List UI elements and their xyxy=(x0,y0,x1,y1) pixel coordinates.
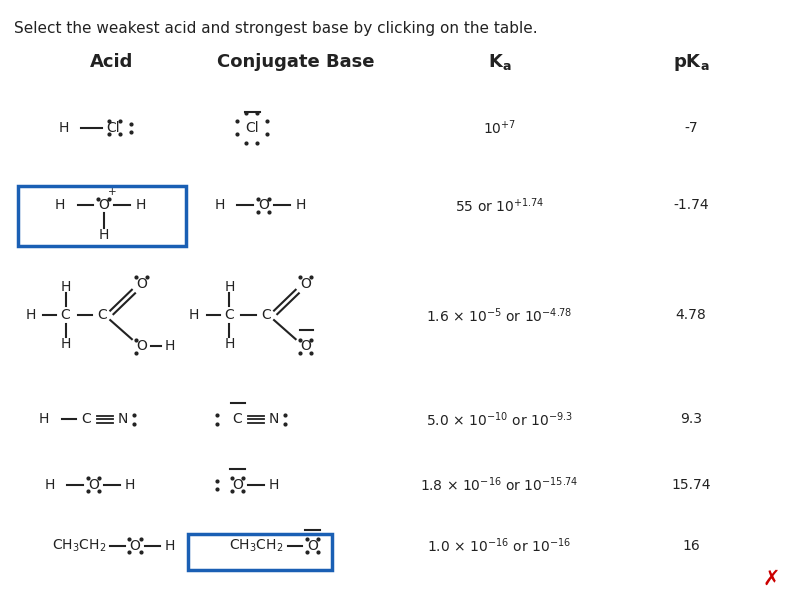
Text: Cl: Cl xyxy=(244,121,259,135)
Text: 1.6 × 10$^{-5}$ or 10$^{-4.78}$: 1.6 × 10$^{-5}$ or 10$^{-4.78}$ xyxy=(427,306,572,325)
Text: Select the weakest acid and strongest base by clicking on the table.: Select the weakest acid and strongest ba… xyxy=(14,21,538,36)
Text: H: H xyxy=(45,478,54,492)
Text: H: H xyxy=(165,339,175,353)
Text: H: H xyxy=(215,198,225,212)
Text: 5.0 × 10$^{-10}$ or 10$^{-9.3}$: 5.0 × 10$^{-10}$ or 10$^{-9.3}$ xyxy=(426,410,573,429)
Text: N: N xyxy=(269,412,279,427)
Text: H: H xyxy=(26,308,35,322)
Text: O: O xyxy=(300,339,311,353)
Text: C: C xyxy=(261,308,271,322)
Text: C: C xyxy=(61,308,70,322)
Text: N: N xyxy=(118,412,128,427)
Text: +: + xyxy=(108,187,116,196)
Text: O: O xyxy=(98,198,109,212)
Text: H: H xyxy=(189,308,199,322)
Text: C: C xyxy=(233,412,242,427)
Text: 10$^{+7}$: 10$^{+7}$ xyxy=(483,118,516,137)
Text: -7: -7 xyxy=(684,121,698,135)
Text: O: O xyxy=(129,538,141,553)
Text: H: H xyxy=(99,228,109,242)
Text: H: H xyxy=(269,478,279,492)
Text: H: H xyxy=(136,198,145,212)
Text: H: H xyxy=(225,280,234,294)
Text: H: H xyxy=(61,280,70,294)
Text: H: H xyxy=(165,538,175,553)
Text: H: H xyxy=(125,478,135,492)
Text: H: H xyxy=(59,121,69,135)
Text: 55 or 10$^{+1.74}$: 55 or 10$^{+1.74}$ xyxy=(455,196,544,215)
Text: O: O xyxy=(136,277,147,291)
Text: CH$_3$CH$_2$: CH$_3$CH$_2$ xyxy=(229,537,284,554)
Text: C: C xyxy=(81,412,91,427)
Text: O: O xyxy=(232,478,243,492)
Text: O: O xyxy=(307,538,318,553)
Text: CH$_3$CH$_2$: CH$_3$CH$_2$ xyxy=(52,537,106,554)
Text: C: C xyxy=(97,308,107,322)
Text: K$_\mathregular{a}$: K$_\mathregular{a}$ xyxy=(487,52,511,73)
Text: ✗: ✗ xyxy=(762,568,780,588)
Text: 9.3: 9.3 xyxy=(680,412,702,427)
Text: Cl: Cl xyxy=(106,121,121,135)
Text: 15.74: 15.74 xyxy=(671,478,711,492)
Text: H: H xyxy=(39,412,49,427)
Text: C: C xyxy=(225,308,234,322)
Text: O: O xyxy=(136,339,147,353)
Text: 1.8 × 10$^{-16}$ or 10$^{-15.74}$: 1.8 × 10$^{-16}$ or 10$^{-15.74}$ xyxy=(420,475,578,494)
Text: H: H xyxy=(55,198,65,212)
Text: H: H xyxy=(296,198,305,212)
Text: 16: 16 xyxy=(682,538,700,553)
Text: -1.74: -1.74 xyxy=(674,198,709,212)
Text: H: H xyxy=(61,337,70,351)
Text: O: O xyxy=(258,198,269,212)
Text: H: H xyxy=(225,337,234,351)
Text: Conjugate Base: Conjugate Base xyxy=(217,54,375,71)
Text: 1.0 × 10$^{-16}$ or 10$^{-16}$: 1.0 × 10$^{-16}$ or 10$^{-16}$ xyxy=(427,536,571,555)
Text: O: O xyxy=(88,478,99,492)
Text: O: O xyxy=(300,277,311,291)
Text: Acid: Acid xyxy=(90,54,133,71)
Text: 4.78: 4.78 xyxy=(676,308,706,322)
Text: pK$_\mathregular{a}$: pK$_\mathregular{a}$ xyxy=(673,52,710,73)
